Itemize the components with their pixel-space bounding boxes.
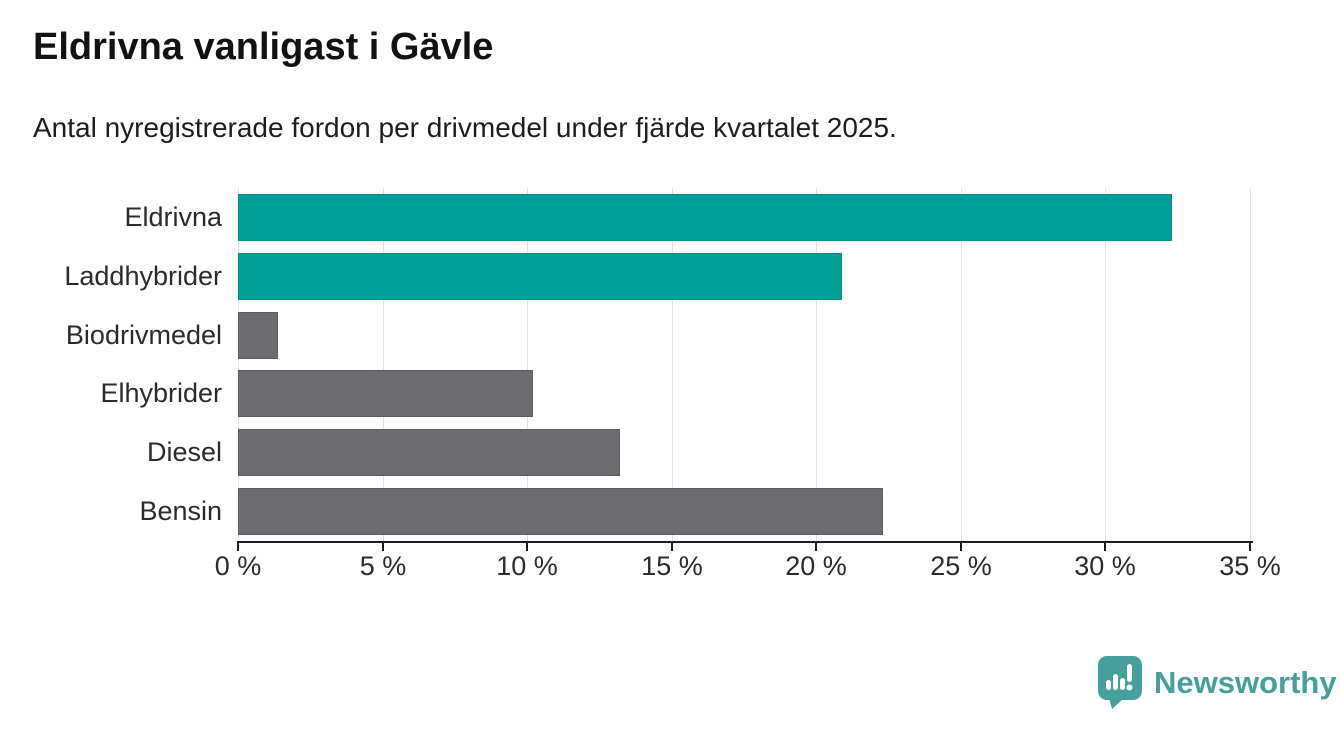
gridline [1105, 188, 1106, 541]
gridline [672, 188, 673, 541]
gridline [961, 188, 962, 541]
category-label: Eldrivna [124, 201, 222, 232]
axis-tick-label: 30 % [1074, 551, 1136, 581]
x-axis-line [237, 541, 1253, 543]
gridline [816, 188, 817, 541]
axis-tick [237, 543, 239, 551]
bar-diesel [238, 429, 620, 477]
axis-tick [815, 543, 817, 551]
axis-tick-label: 25 % [930, 551, 992, 581]
chart-title: Eldrivna vanligast i Gävle [33, 26, 494, 68]
axis-tick [960, 543, 962, 551]
brand-name: Newsworthy [1154, 664, 1337, 700]
gridline [527, 188, 528, 541]
axis-tick-label: 0 % [214, 551, 262, 581]
bar-band [238, 188, 1256, 247]
category-label: Bensin [139, 496, 222, 527]
category-label: Elhybrider [100, 378, 222, 409]
axis-tick [382, 543, 384, 551]
gridline [383, 188, 384, 541]
axis-tick-label: 10 % [496, 551, 558, 581]
bar-band [238, 423, 1256, 482]
bar-biodrivmedel [238, 311, 278, 359]
plot-area [238, 188, 1256, 541]
gridline [1250, 188, 1251, 541]
category-axis: Eldrivna Laddhybrider Biodrivmedel Elhybrid… [0, 188, 222, 541]
bar-eldrivna [238, 193, 1172, 241]
brand-footer: Newsworthy [1098, 656, 1337, 709]
bar-band [238, 306, 1256, 365]
category-label: Laddhybrider [64, 260, 222, 291]
newsworthy-logo-icon [1098, 656, 1142, 709]
axis-tick [526, 543, 528, 551]
axis-tick [1249, 543, 1251, 551]
axis-tick-label: 5 % [359, 551, 407, 581]
x-axis-ticks [237, 543, 1256, 551]
bar-elhybrider [238, 370, 533, 418]
bar-band [238, 364, 1256, 423]
category-label: Biodrivmedel [65, 319, 222, 350]
gridlines [238, 188, 1256, 541]
axis-tick-label: 35 % [1219, 551, 1281, 581]
axis-tick [671, 543, 673, 551]
bar-band [238, 247, 1256, 306]
axis-tick [1104, 543, 1106, 551]
gridline [238, 188, 239, 541]
axis-tick-label: 20 % [785, 551, 847, 581]
axis-tick-label: 15 % [641, 551, 703, 581]
bars-container [238, 188, 1256, 541]
bar-laddhybrider [238, 252, 842, 300]
bar-bensin [238, 488, 883, 536]
category-label: Diesel [146, 437, 222, 468]
bar-band [238, 482, 1256, 541]
chart-subtitle: Antal nyregistrerade fordon per drivmede… [33, 112, 897, 143]
x-axis-tick-labels: 0 % 5 % 10 % 15 % 20 % 25 % 30 % 35 % [215, 551, 1281, 591]
